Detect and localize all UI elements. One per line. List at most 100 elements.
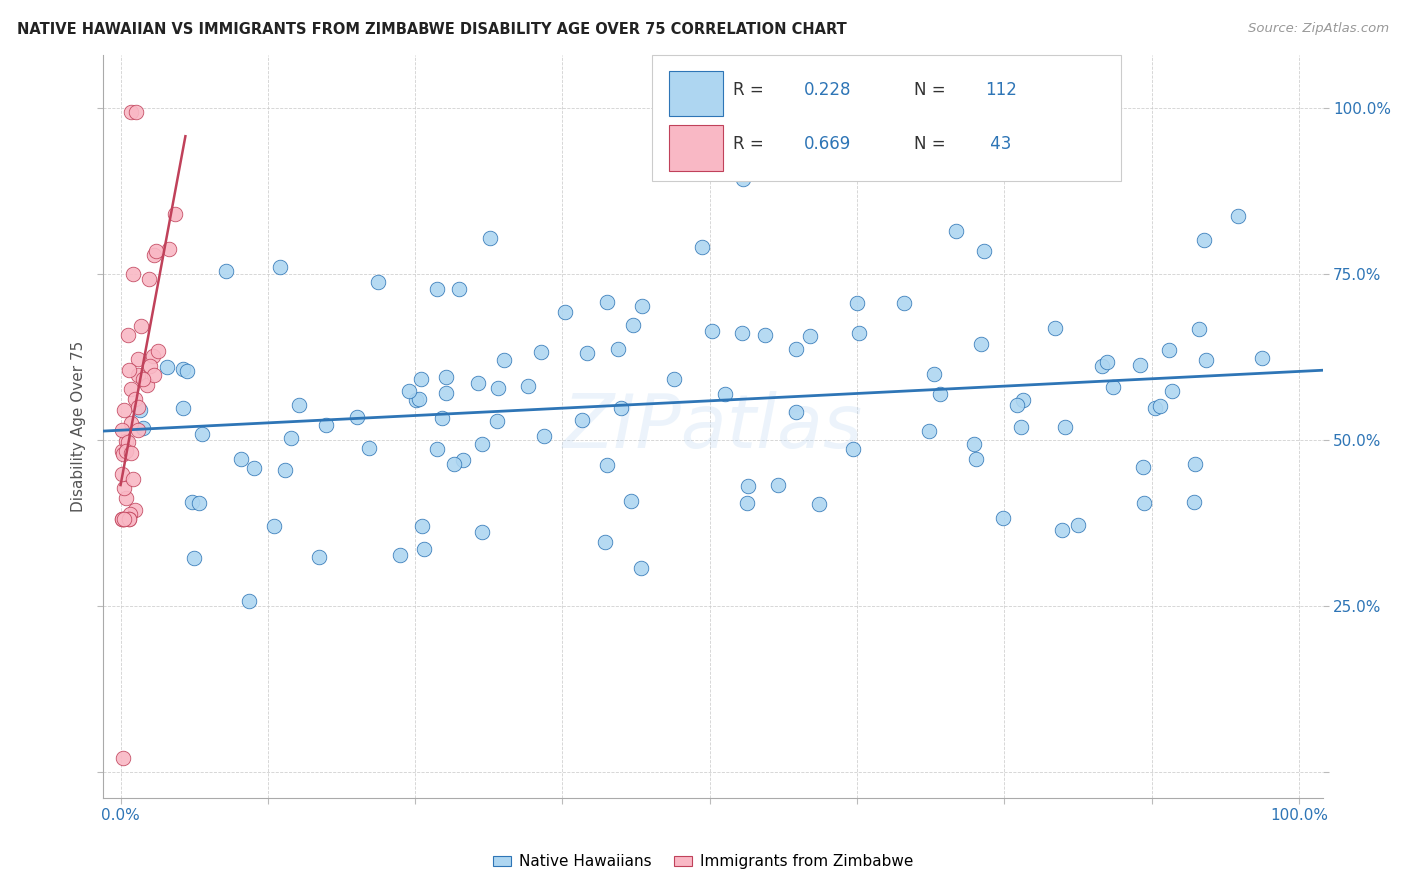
Text: ZIPatlas: ZIPatlas — [562, 391, 863, 463]
Point — [492, 353, 515, 368]
Point — [111, 512, 134, 526]
Point — [115, 444, 138, 458]
Point — [731, 172, 754, 186]
Point — [848, 326, 870, 340]
Point — [145, 244, 167, 259]
Point — [120, 446, 142, 460]
Point — [115, 434, 138, 448]
Point — [1159, 343, 1181, 357]
Point — [398, 384, 420, 398]
Text: N =: N = — [914, 81, 950, 99]
Point — [731, 326, 754, 341]
Point — [449, 282, 471, 296]
Point — [1090, 359, 1112, 373]
Point — [426, 442, 449, 456]
Point — [969, 336, 991, 351]
Point — [157, 242, 180, 256]
Point — [413, 542, 436, 557]
Point — [1133, 496, 1156, 510]
Point — [118, 363, 141, 377]
Point — [1188, 322, 1211, 336]
Text: NATIVE HAWAIIAN VS IMMIGRANTS FROM ZIMBABWE DISABILITY AGE OVER 75 CORRELATION C: NATIVE HAWAIIAN VS IMMIGRANTS FROM ZIMBA… — [17, 22, 846, 37]
Point — [112, 512, 135, 526]
Point — [1011, 393, 1033, 408]
Point — [112, 512, 135, 526]
FancyBboxPatch shape — [669, 126, 723, 170]
Point — [918, 425, 941, 439]
Point — [606, 342, 628, 356]
Point — [965, 451, 987, 466]
Point — [1005, 397, 1028, 411]
Point — [269, 260, 291, 274]
Point — [630, 560, 652, 574]
Point — [841, 442, 863, 457]
Point — [1251, 351, 1274, 365]
Point — [405, 393, 427, 408]
Point — [274, 463, 297, 477]
Point — [215, 264, 238, 278]
Point — [993, 510, 1015, 524]
Text: 0.228: 0.228 — [804, 81, 852, 99]
Point — [1192, 234, 1215, 248]
Point — [117, 328, 139, 343]
Point — [610, 401, 633, 416]
Point — [408, 392, 430, 407]
Point — [125, 104, 148, 119]
Point — [146, 344, 169, 359]
Point — [139, 359, 162, 374]
Point — [112, 481, 135, 495]
Point — [451, 452, 474, 467]
Point — [785, 342, 807, 356]
Point — [533, 428, 555, 442]
Point — [1067, 518, 1090, 533]
Point — [229, 451, 252, 466]
Point — [1182, 494, 1205, 508]
Point — [486, 414, 509, 428]
Point — [1184, 458, 1206, 472]
Point — [1095, 355, 1118, 369]
Point — [367, 275, 389, 289]
Point — [973, 244, 995, 258]
Point — [575, 346, 598, 360]
Point — [1132, 460, 1154, 475]
Point — [118, 507, 141, 521]
Point — [142, 368, 165, 382]
Text: 112: 112 — [984, 81, 1017, 99]
Point — [112, 512, 135, 526]
Point — [737, 479, 759, 493]
Point — [1143, 401, 1166, 416]
Point — [136, 378, 159, 392]
Point — [111, 512, 134, 526]
Point — [845, 296, 868, 310]
Point — [517, 379, 540, 393]
Point — [478, 231, 501, 245]
Point — [928, 387, 950, 401]
Point — [467, 376, 489, 390]
Point — [127, 424, 149, 438]
Point — [124, 503, 146, 517]
Point — [945, 224, 967, 238]
Point — [1149, 399, 1171, 413]
Point — [127, 368, 149, 382]
Point — [808, 497, 831, 511]
Point — [122, 472, 145, 486]
Text: N =: N = — [914, 136, 950, 153]
Point — [430, 411, 453, 425]
Point — [799, 328, 821, 343]
Text: 43: 43 — [984, 136, 1011, 153]
Point — [411, 518, 433, 533]
Point — [132, 372, 155, 386]
Point — [308, 549, 330, 564]
Point — [112, 447, 135, 461]
Point — [713, 387, 735, 401]
Point — [571, 412, 593, 426]
Point — [263, 519, 285, 533]
Point — [426, 283, 449, 297]
Point — [1102, 379, 1125, 393]
Point — [114, 491, 136, 505]
Point — [163, 206, 186, 220]
Point — [692, 240, 714, 254]
Point — [132, 421, 155, 435]
FancyBboxPatch shape — [652, 55, 1122, 181]
Point — [593, 534, 616, 549]
